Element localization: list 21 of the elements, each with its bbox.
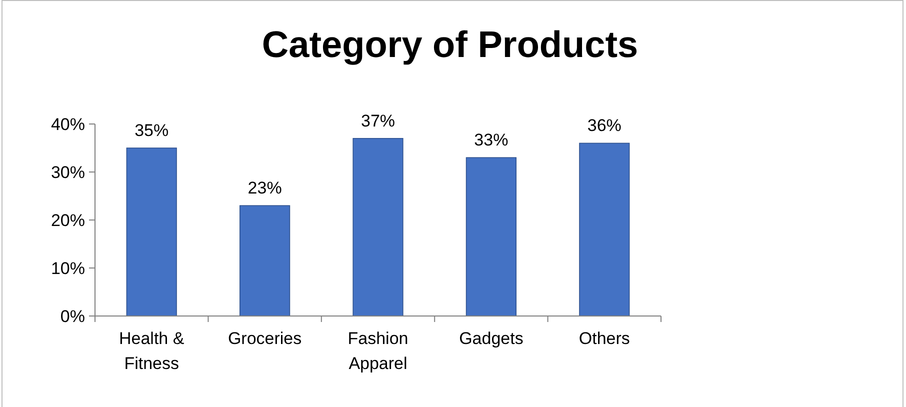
y-tick-label: 0% — [60, 306, 85, 326]
data-label: 23% — [248, 178, 282, 198]
x-tick-label: Others — [578, 329, 630, 348]
bar — [579, 142, 630, 316]
x-tick-label: Health & Fitness — [119, 329, 185, 373]
bar — [466, 157, 517, 316]
y-tick-label: 20% — [50, 210, 85, 230]
data-label: 36% — [587, 116, 622, 136]
chart-title: Category of Products — [262, 24, 638, 65]
bar — [352, 138, 404, 316]
x-tick-label: Groceries — [228, 329, 302, 348]
x-tick-label: Fashion Apparel — [348, 329, 408, 373]
x-tick-label: Gadgets — [459, 329, 524, 348]
data-label: 35% — [134, 121, 169, 140]
y-tick-label: 10% — [50, 258, 85, 278]
bar — [239, 205, 290, 316]
bar — [126, 148, 177, 316]
y-tick-label: 40% — [50, 114, 85, 134]
y-tick-label: 30% — [50, 162, 85, 182]
data-label: 33% — [474, 130, 508, 150]
data-label: 37% — [360, 111, 396, 130]
